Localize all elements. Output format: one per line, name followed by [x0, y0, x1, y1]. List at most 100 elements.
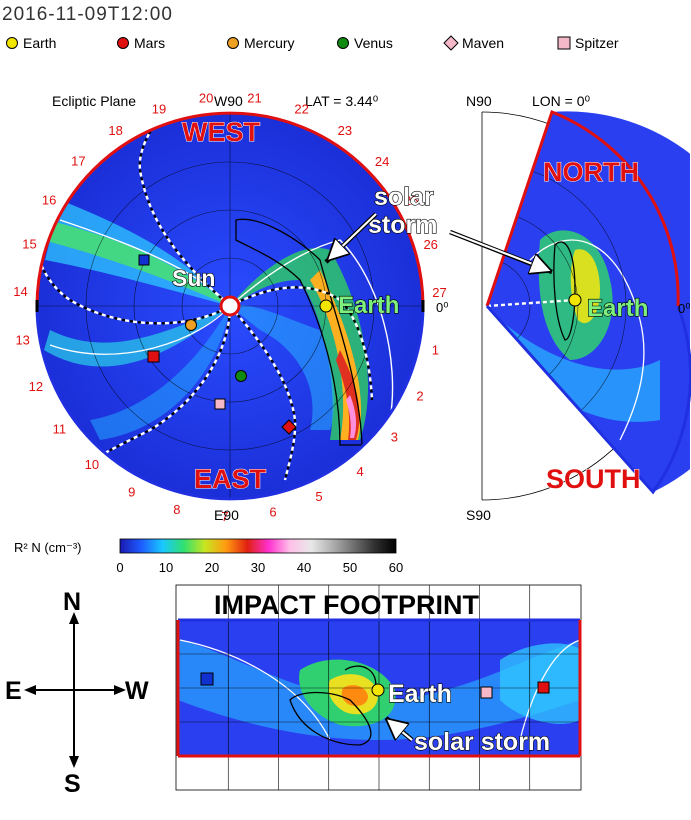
footprint-earth-marker: [371, 683, 385, 697]
meridional-earth-line: [487, 298, 576, 308]
meridional-contour-white: [529, 239, 645, 441]
carrington-label: 24: [375, 154, 389, 169]
footprint-storm-arrow-fill: [389, 721, 413, 741]
legend-label: Mars: [134, 35, 165, 51]
earth-marker: [319, 299, 333, 313]
compass: N S E W: [5, 588, 149, 798]
compass-e: E: [5, 677, 22, 705]
footprint-mars-marker: [537, 681, 550, 694]
carrington-label: 8: [173, 502, 180, 517]
legend-item-spitzer: Spitzer: [557, 35, 619, 51]
colorbar-tick-label: 10: [159, 560, 173, 575]
footprint-earth-label: Earth: [388, 680, 452, 708]
meridional-s90: S90: [466, 507, 491, 523]
carrington-label: 23: [338, 123, 352, 138]
carrington-label: 6: [269, 505, 276, 520]
solar-storm-arrow-left-fill: [330, 213, 377, 258]
legend-label: Venus: [354, 35, 393, 51]
ecliptic-density-spiral-south: [44, 306, 230, 367]
colorbar-tick-label: 60: [389, 560, 403, 575]
legend-item-mercury: Mercury: [227, 35, 295, 51]
mars-marker: [147, 350, 160, 363]
carrington-label: 4: [357, 464, 364, 479]
impact-footprint-panel: IMPACT FOOTPRINT Earth solar storm: [175, 584, 582, 791]
meridional-plane-panel: N90 LON = 0⁰ Earth 0⁰ NORTH SOUTH S90: [466, 93, 691, 523]
ecliptic-cme-outline: [235, 218, 363, 446]
carrington-label: 26: [423, 237, 437, 252]
carrington-label: 21: [247, 90, 261, 105]
legend-label: Mercury: [244, 35, 295, 51]
colorbar-tick-label: 30: [251, 560, 265, 575]
footprint-stereo-marker: [200, 672, 214, 686]
ecliptic-w90: W90: [214, 93, 243, 109]
meridional-cme-outline: [553, 241, 576, 341]
carrington-label: 5: [315, 489, 322, 504]
carrington-label: 3: [391, 430, 398, 445]
legend-item-venus: Venus: [337, 35, 393, 51]
meridional-border-north: [485, 110, 680, 307]
stereo-marker: [138, 254, 150, 266]
meridional-density-cyan: [500, 320, 660, 422]
carrington-label: 19: [152, 101, 166, 116]
carrington-label: 20: [199, 90, 213, 105]
legend-item-mars: Mars: [117, 35, 165, 51]
carrington-label: 15: [22, 237, 36, 252]
ecliptic-border-east: [35, 305, 425, 501]
compass-n: N: [63, 588, 81, 616]
legend-item-maven: Maven: [443, 35, 504, 51]
south-label: SOUTH: [546, 464, 641, 494]
west-label: WEST: [182, 117, 261, 147]
colorbar-tick-label: 50: [343, 560, 357, 575]
ecliptic-density-north-arm: [230, 304, 335, 430]
carrington-label: 10: [85, 457, 99, 472]
ecliptic-border-west: [35, 111, 425, 307]
footprint-solar-storm-label: solar storm: [414, 728, 550, 756]
ecliptic-contour-white: [59, 219, 394, 421]
ecliptic-zero-label: 0⁰: [436, 300, 448, 315]
solar-storm-label-line1: solar: [374, 183, 434, 211]
ecliptic-density-cme-pink: [346, 395, 357, 438]
compass-arrow-e: [24, 685, 36, 695]
colorbar: R² N (cm⁻³) 0 10 20 30 40 50 60: [14, 538, 403, 575]
legend-symbol: [443, 35, 459, 51]
legend-symbol: [337, 37, 349, 49]
carrington-label: 22: [294, 102, 308, 117]
ecliptic-earth-label: Earth: [338, 292, 399, 319]
carrington-label: 2: [416, 389, 423, 404]
carrington-label: 11: [53, 421, 67, 436]
carrington-label: 9: [128, 485, 135, 500]
carrington-label: 13: [15, 332, 29, 347]
ecliptic-field-lines-dash: [38, 117, 374, 481]
spitzer-marker: [214, 398, 226, 410]
ecliptic-field-lines: [38, 117, 374, 481]
carrington-label: 18: [108, 123, 122, 138]
carrington-label: 7: [221, 509, 228, 524]
compass-arrow-n: [69, 612, 79, 624]
legend-symbol: [557, 36, 571, 50]
legend-label: Earth: [23, 35, 56, 51]
carrington-label: 17: [71, 154, 85, 169]
ecliptic-title: Ecliptic Plane: [52, 93, 136, 109]
carrington-label: 12: [29, 379, 43, 394]
colorbar-tick-label: 0: [116, 560, 123, 575]
footprint-title: IMPACT FOOTPRINT: [214, 590, 479, 620]
carrington-label: 27: [432, 285, 446, 300]
compass-s: S: [64, 770, 81, 798]
ecliptic-contour-white-2: [49, 305, 231, 355]
legend-symbol: [227, 37, 239, 49]
north-label: NORTH: [543, 157, 639, 187]
colorbar-bar: [119, 538, 397, 554]
solar-storm-label-line2: storm: [368, 211, 437, 239]
mercury-marker: [185, 319, 197, 331]
legend-symbol: [117, 37, 129, 49]
colorbar-label: R² N (cm⁻³): [14, 540, 82, 555]
colorbar-tick-label: 40: [297, 560, 311, 575]
sun-marker: [219, 295, 241, 317]
timestamp: 2016-11-09T12:00: [2, 4, 173, 25]
venus-marker: [235, 370, 247, 382]
meridional-lon: LON = 0⁰: [532, 93, 591, 109]
carrington-label: 25: [404, 193, 418, 208]
meridional-earth-marker: [568, 293, 582, 307]
carrington-label: 1: [432, 343, 439, 358]
